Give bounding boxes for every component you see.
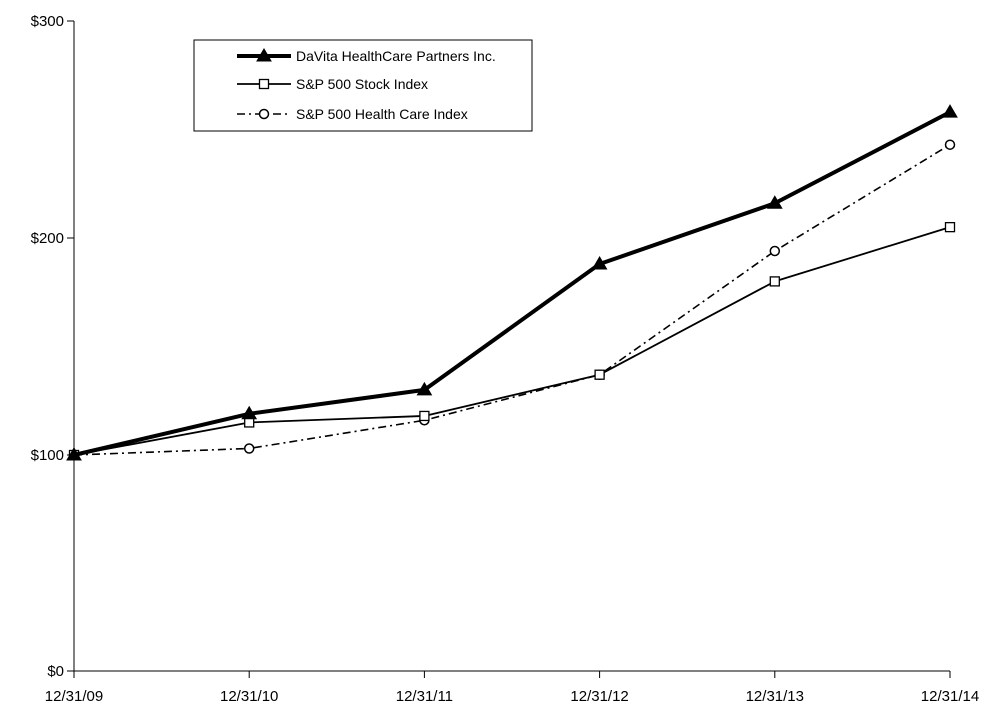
x-tick-label: 12/31/09 — [45, 688, 103, 705]
legend-label-sp500-stock-index: S&P 500 Stock Index — [296, 76, 428, 92]
series-line-sp500-stock-index — [73, 226, 951, 456]
data-point-sp500-stock-index — [944, 221, 956, 233]
x-tick-label: 12/31/13 — [746, 688, 804, 705]
data-point-sp500-health-care-index — [769, 245, 781, 257]
data-point-davita — [66, 447, 82, 461]
series-layer — [66, 104, 958, 461]
series-sp500-health-care-index — [68, 139, 956, 461]
axes: $0 $100 $200 $300 12/31/09 12/31/10 12/31/11 12… — [31, 13, 980, 705]
data-point-davita — [591, 256, 608, 270]
series-line-davita — [73, 110, 951, 457]
series-davita — [66, 104, 958, 461]
x-tick-label: 12/31/11 — [396, 688, 453, 705]
data-point-sp500-health-care-index — [944, 139, 956, 150]
legend-label-davita: DaVita HealthCare Partners Inc. — [296, 48, 496, 64]
y-tick-label: $200 — [31, 230, 64, 247]
y-tick-label: $100 — [31, 447, 64, 464]
data-point-davita — [416, 381, 433, 396]
y-tick-label: $300 — [31, 13, 64, 30]
x-tick-label: 12/31/12 — [570, 688, 628, 705]
data-point-sp500-stock-index — [419, 410, 430, 422]
data-point-sp500-health-care-index — [243, 443, 255, 454]
legend-marker-sp500-stock-index — [258, 78, 270, 90]
x-tick-label: 12/31/10 — [220, 688, 278, 705]
legend: DaVita HealthCare Partners Inc. S&P 500 S… — [193, 39, 533, 132]
legend-marker-davita — [256, 48, 272, 62]
data-point-sp500-stock-index — [594, 369, 605, 380]
series-line-sp500-health-care-index — [73, 144, 951, 456]
data-point-davita — [766, 195, 783, 209]
data-point-sp500-stock-index — [244, 417, 255, 428]
data-point-davita — [241, 405, 258, 420]
legend-marker-sp500-health-care-index — [258, 108, 270, 120]
data-point-davita — [942, 104, 958, 118]
y-tick-label: $0 — [47, 663, 64, 680]
x-tick-label: 12/31/14 — [921, 688, 979, 705]
data-point-sp500-stock-index — [769, 276, 780, 287]
legend-label-sp500-health-care-index: S&P 500 Health Care Index — [296, 106, 468, 122]
